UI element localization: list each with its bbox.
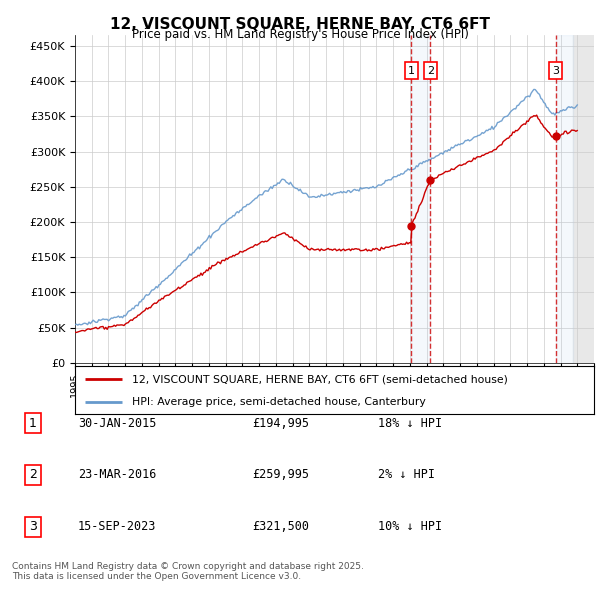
- Text: £321,500: £321,500: [252, 520, 309, 533]
- Bar: [411, 35, 430, 363]
- Bar: [573, 35, 594, 363]
- Text: £194,995: £194,995: [252, 417, 309, 430]
- Text: 30-JAN-2015: 30-JAN-2015: [78, 417, 157, 430]
- Text: HPI: Average price, semi-detached house, Canterbury: HPI: Average price, semi-detached house,…: [132, 397, 426, 407]
- Text: 2: 2: [427, 65, 434, 76]
- Text: 2% ↓ HPI: 2% ↓ HPI: [378, 468, 435, 481]
- Text: 3: 3: [29, 520, 37, 533]
- Text: 1: 1: [407, 65, 415, 76]
- Text: Contains HM Land Registry data © Crown copyright and database right 2025.
This d: Contains HM Land Registry data © Crown c…: [12, 562, 364, 581]
- Bar: [556, 35, 573, 363]
- Text: 1: 1: [29, 417, 37, 430]
- Bar: [573, 35, 594, 363]
- Text: 3: 3: [552, 65, 559, 76]
- Text: 15-SEP-2023: 15-SEP-2023: [78, 520, 157, 533]
- Text: 2: 2: [29, 468, 37, 481]
- Text: 12, VISCOUNT SQUARE, HERNE BAY, CT6 6FT: 12, VISCOUNT SQUARE, HERNE BAY, CT6 6FT: [110, 17, 490, 31]
- Text: 18% ↓ HPI: 18% ↓ HPI: [378, 417, 442, 430]
- Text: 12, VISCOUNT SQUARE, HERNE BAY, CT6 6FT (semi-detached house): 12, VISCOUNT SQUARE, HERNE BAY, CT6 6FT …: [132, 374, 508, 384]
- Text: Price paid vs. HM Land Registry's House Price Index (HPI): Price paid vs. HM Land Registry's House …: [131, 28, 469, 41]
- Text: 23-MAR-2016: 23-MAR-2016: [78, 468, 157, 481]
- Text: £259,995: £259,995: [252, 468, 309, 481]
- Text: 10% ↓ HPI: 10% ↓ HPI: [378, 520, 442, 533]
